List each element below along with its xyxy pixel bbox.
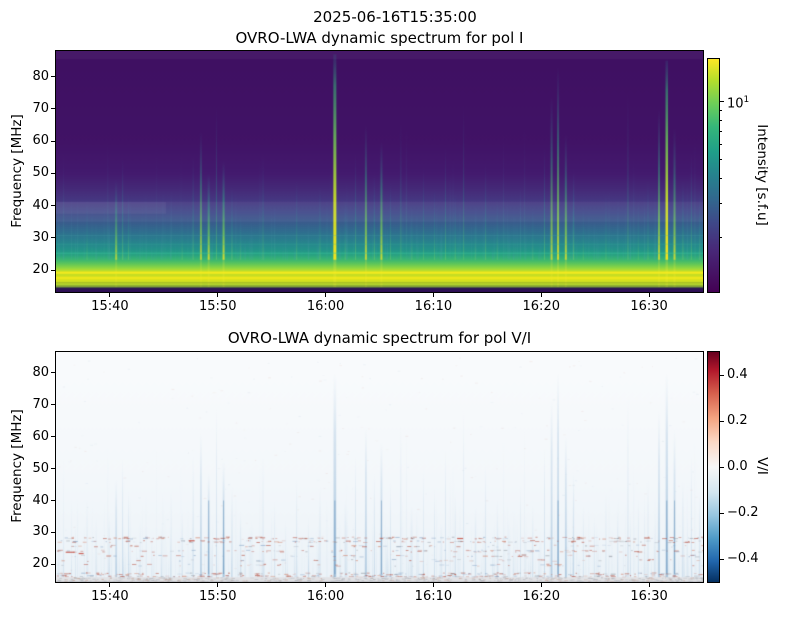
x-tick-mark bbox=[648, 583, 650, 587]
y-tick-label: 80 bbox=[32, 364, 49, 380]
colorbar-tick bbox=[720, 374, 724, 376]
colorbar-minor-tick bbox=[720, 159, 722, 161]
y-tick-mark bbox=[51, 76, 55, 78]
y-tick-mark bbox=[51, 269, 55, 271]
colorbar-tick bbox=[720, 512, 724, 514]
y-tick-label: 20 bbox=[32, 262, 49, 278]
x-tick-mark bbox=[540, 583, 542, 587]
y-tick-label: 30 bbox=[32, 524, 49, 540]
x-tick-label: 16:30 bbox=[630, 589, 668, 604]
y-tick-label: 80 bbox=[32, 68, 49, 84]
x-tick-label: 16:20 bbox=[522, 299, 560, 314]
x-tick-label: 16:10 bbox=[414, 589, 453, 604]
y-tick-mark bbox=[51, 172, 55, 174]
y-tick-mark bbox=[51, 140, 55, 142]
y-tick-label: 70 bbox=[32, 396, 49, 412]
y-tick-mark bbox=[51, 372, 55, 374]
x-tick-mark bbox=[109, 293, 111, 297]
y-tick-label: 70 bbox=[32, 100, 49, 116]
y-tick-mark bbox=[51, 436, 55, 438]
figure-suptitle: 2025-06-16T15:35:00 bbox=[313, 8, 477, 26]
y-tick-label: 50 bbox=[32, 460, 49, 476]
x-tick-mark bbox=[325, 583, 327, 587]
colorbar-minor-tick bbox=[720, 202, 722, 204]
x-tick-mark bbox=[432, 583, 434, 587]
colorbar-minor-tick bbox=[720, 178, 722, 180]
y-tick-mark bbox=[51, 108, 55, 110]
x-tick-mark bbox=[648, 293, 650, 297]
x-tick-mark bbox=[325, 293, 327, 297]
y-tick-mark bbox=[51, 205, 55, 207]
pol-i-heatmap-canvas bbox=[56, 51, 703, 292]
x-tick-mark bbox=[540, 293, 542, 297]
intensity-colorbar bbox=[707, 58, 720, 293]
colorbar-tick-label: 0.4 bbox=[727, 367, 748, 382]
y-tick-mark bbox=[51, 531, 55, 533]
pol-i-axes bbox=[55, 50, 704, 293]
colorbar-tick-label: −0.4 bbox=[727, 551, 759, 566]
colorbar-tick-label: −0.2 bbox=[727, 505, 759, 520]
intensity-colorbar-label: Intensity [s.f.u] bbox=[754, 124, 770, 226]
x-tick-label: 15:40 bbox=[91, 589, 129, 604]
colorbar-tick-label: 0.2 bbox=[727, 413, 748, 428]
y-tick-label: 60 bbox=[32, 133, 49, 149]
x-tick-label: 16:00 bbox=[306, 589, 345, 604]
vi-colorbar-label: V/I bbox=[754, 457, 770, 475]
intensity-colorbar-tick-label: 101 bbox=[727, 95, 750, 112]
colorbar-minor-tick bbox=[720, 236, 722, 238]
colorbar-tick bbox=[720, 558, 724, 560]
pol-i-plot-title: OVRO-LWA dynamic spectrum for pol I bbox=[235, 29, 524, 47]
y-tick-label: 50 bbox=[32, 165, 49, 181]
x-tick-mark bbox=[109, 583, 111, 587]
x-tick-label: 15:40 bbox=[91, 299, 129, 314]
colorbar-tick bbox=[720, 420, 724, 422]
colorbar-minor-tick bbox=[720, 131, 722, 133]
y-tick-label: 20 bbox=[32, 556, 49, 572]
colorbar-minor-tick bbox=[720, 109, 722, 111]
x-tick-label: 15:50 bbox=[199, 299, 237, 314]
pol-vi-plot-title: OVRO-LWA dynamic spectrum for pol V/I bbox=[227, 329, 532, 347]
y-tick-label: 30 bbox=[32, 229, 49, 245]
x-tick-label: 16:00 bbox=[306, 299, 345, 314]
vi-colorbar bbox=[707, 351, 720, 583]
x-tick-mark bbox=[217, 583, 219, 587]
colorbar-tick-label: 0.0 bbox=[727, 459, 748, 474]
colorbar-major-tick bbox=[720, 100, 724, 102]
y-tick-label: 40 bbox=[32, 492, 49, 508]
y-tick-label: 60 bbox=[32, 428, 49, 444]
pol-vi-axes bbox=[55, 351, 704, 583]
pol-vi-heatmap-canvas bbox=[56, 352, 703, 582]
colorbar-minor-tick bbox=[720, 119, 722, 121]
y-tick-label: 40 bbox=[32, 197, 49, 213]
colorbar-tick bbox=[720, 466, 724, 468]
x-tick-label: 16:30 bbox=[630, 299, 668, 314]
y-tick-mark bbox=[51, 404, 55, 406]
x-tick-mark bbox=[432, 293, 434, 297]
x-tick-label: 16:20 bbox=[522, 589, 560, 604]
y-tick-mark bbox=[51, 237, 55, 239]
colorbar-minor-tick bbox=[720, 144, 722, 146]
x-tick-mark bbox=[217, 293, 219, 297]
y-tick-mark bbox=[51, 500, 55, 502]
x-tick-label: 15:50 bbox=[199, 589, 237, 604]
x-tick-label: 16:10 bbox=[414, 299, 453, 314]
y-tick-mark bbox=[51, 468, 55, 470]
y-tick-mark bbox=[51, 563, 55, 565]
